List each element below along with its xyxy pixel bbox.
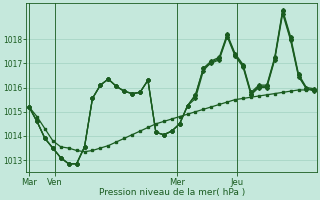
X-axis label: Pression niveau de la mer( hPa ): Pression niveau de la mer( hPa ) bbox=[99, 188, 245, 197]
